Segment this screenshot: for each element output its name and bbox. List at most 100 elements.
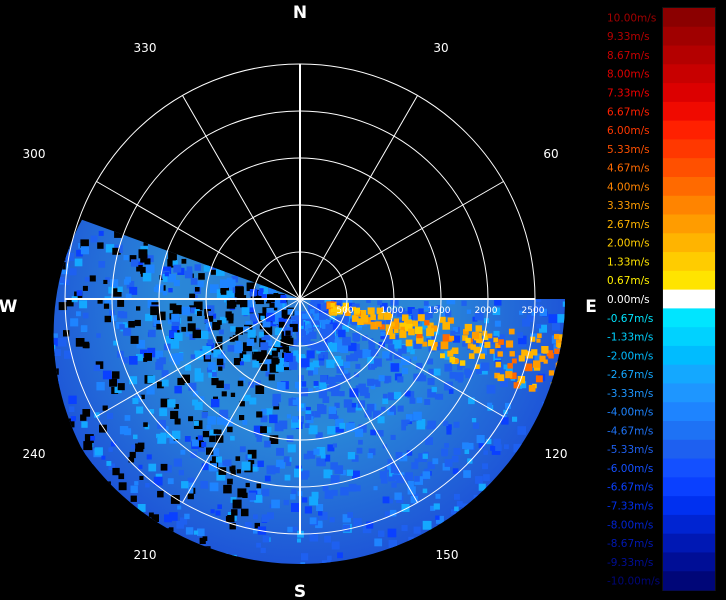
velocity-cell [307,450,316,459]
velocity-cell-positive [555,362,562,369]
velocity-cell [262,319,271,328]
velocity-cell [220,288,226,294]
velocity-cell [41,317,46,322]
velocity-cell [339,422,346,429]
velocity-cell [40,356,47,363]
velocity-cell [265,426,272,433]
velocity-cell [299,387,308,397]
azimuth-label: 210 [134,548,157,562]
velocity-cell [200,480,209,489]
azimuth-label: 300 [23,147,46,161]
velocity-cell [216,417,225,425]
velocity-cell [340,318,348,326]
velocity-cell [421,311,430,320]
velocity-cell-positive [342,302,349,309]
velocity-cell [434,393,441,400]
velocity-cell [174,418,181,425]
velocity-cell [228,318,234,324]
velocity-cell [103,481,111,489]
velocity-cell [446,424,452,430]
velocity-cell-positive [427,322,434,329]
velocity-cell [328,410,337,419]
velocity-cell [297,326,305,334]
velocity-cell [171,325,179,334]
velocity-cell [553,344,562,353]
velocity-cell [353,356,358,361]
velocity-cell [562,301,565,307]
colorbar-label: 2.67m/s [607,219,650,231]
colorbar-label: 7.33m/s [607,88,650,100]
velocity-cell [315,303,321,310]
velocity-cell [80,246,89,255]
velocity-cell [340,345,348,354]
colorbar-label: 1.33m/s [607,257,650,269]
velocity-cell [362,524,372,534]
velocity-cell-positive [493,337,499,343]
velocity-cell [464,449,470,454]
velocity-cell [138,249,148,259]
velocity-cell [535,304,542,312]
velocity-cell [231,276,238,283]
velocity-cell [319,382,327,390]
polar-labels: N E S W 30 60 120 150 210 240 300 330 500 1000 1500 200… [0,3,597,600]
velocity-cell [519,310,524,315]
velocity-cell [327,336,334,342]
velocity-cell-positive [442,322,450,330]
velocity-cell [40,265,47,272]
velocity-cell [150,306,159,316]
velocity-cell [216,358,224,366]
velocity-cell [145,313,153,322]
velocity-cell [185,364,192,371]
velocity-cell [354,372,359,378]
velocity-cell [213,429,219,434]
velocity-cell [367,378,375,386]
polar-grid [64,63,536,535]
velocity-cell [433,368,441,376]
velocity-cell [319,313,325,319]
velocity-cell [395,452,403,459]
velocity-cell [138,464,143,469]
velocity-cell [201,412,208,419]
velocity-cell [390,349,396,355]
velocity-cell [294,310,301,317]
velocity-cell [153,476,163,486]
velocity-cell [188,482,195,489]
velocity-cell [364,410,372,418]
velocity-cell [58,219,67,223]
velocity-cell [129,286,138,295]
velocity-cell [199,537,206,544]
velocity-cell-positive [556,361,562,367]
velocity-cell [292,526,298,532]
velocity-cell [503,364,509,370]
velocity-cell [435,515,440,520]
velocity-cell [380,302,388,311]
velocity-cell [286,435,294,442]
velocity-cell [505,365,513,373]
velocity-cell-positive [351,315,359,322]
velocity-cell [167,399,176,408]
velocity-cell [147,375,156,384]
velocity-cell [323,469,333,479]
velocity-cell [401,367,409,375]
velocity-cell [293,350,299,356]
velocity-cell [161,370,169,378]
velocity-cell [468,397,475,405]
velocity-cell-positive [399,322,407,330]
velocity-cell [536,323,542,329]
azimuth-label: 120 [545,447,568,461]
velocity-cell [347,452,356,460]
velocity-cell [155,350,164,359]
velocity-cell [334,465,344,474]
velocity-cell [318,353,324,359]
velocity-cell [209,284,219,294]
velocity-cell [414,476,420,482]
velocity-cell [301,319,306,324]
velocity-cell [213,349,222,358]
velocity-cell [427,388,436,398]
velocity-cell [324,535,331,543]
velocity-cell [405,472,413,481]
velocity-cell [188,488,194,494]
velocity-cell [153,317,162,326]
velocity-cell [187,323,196,332]
velocity-cell-positive [416,336,424,344]
